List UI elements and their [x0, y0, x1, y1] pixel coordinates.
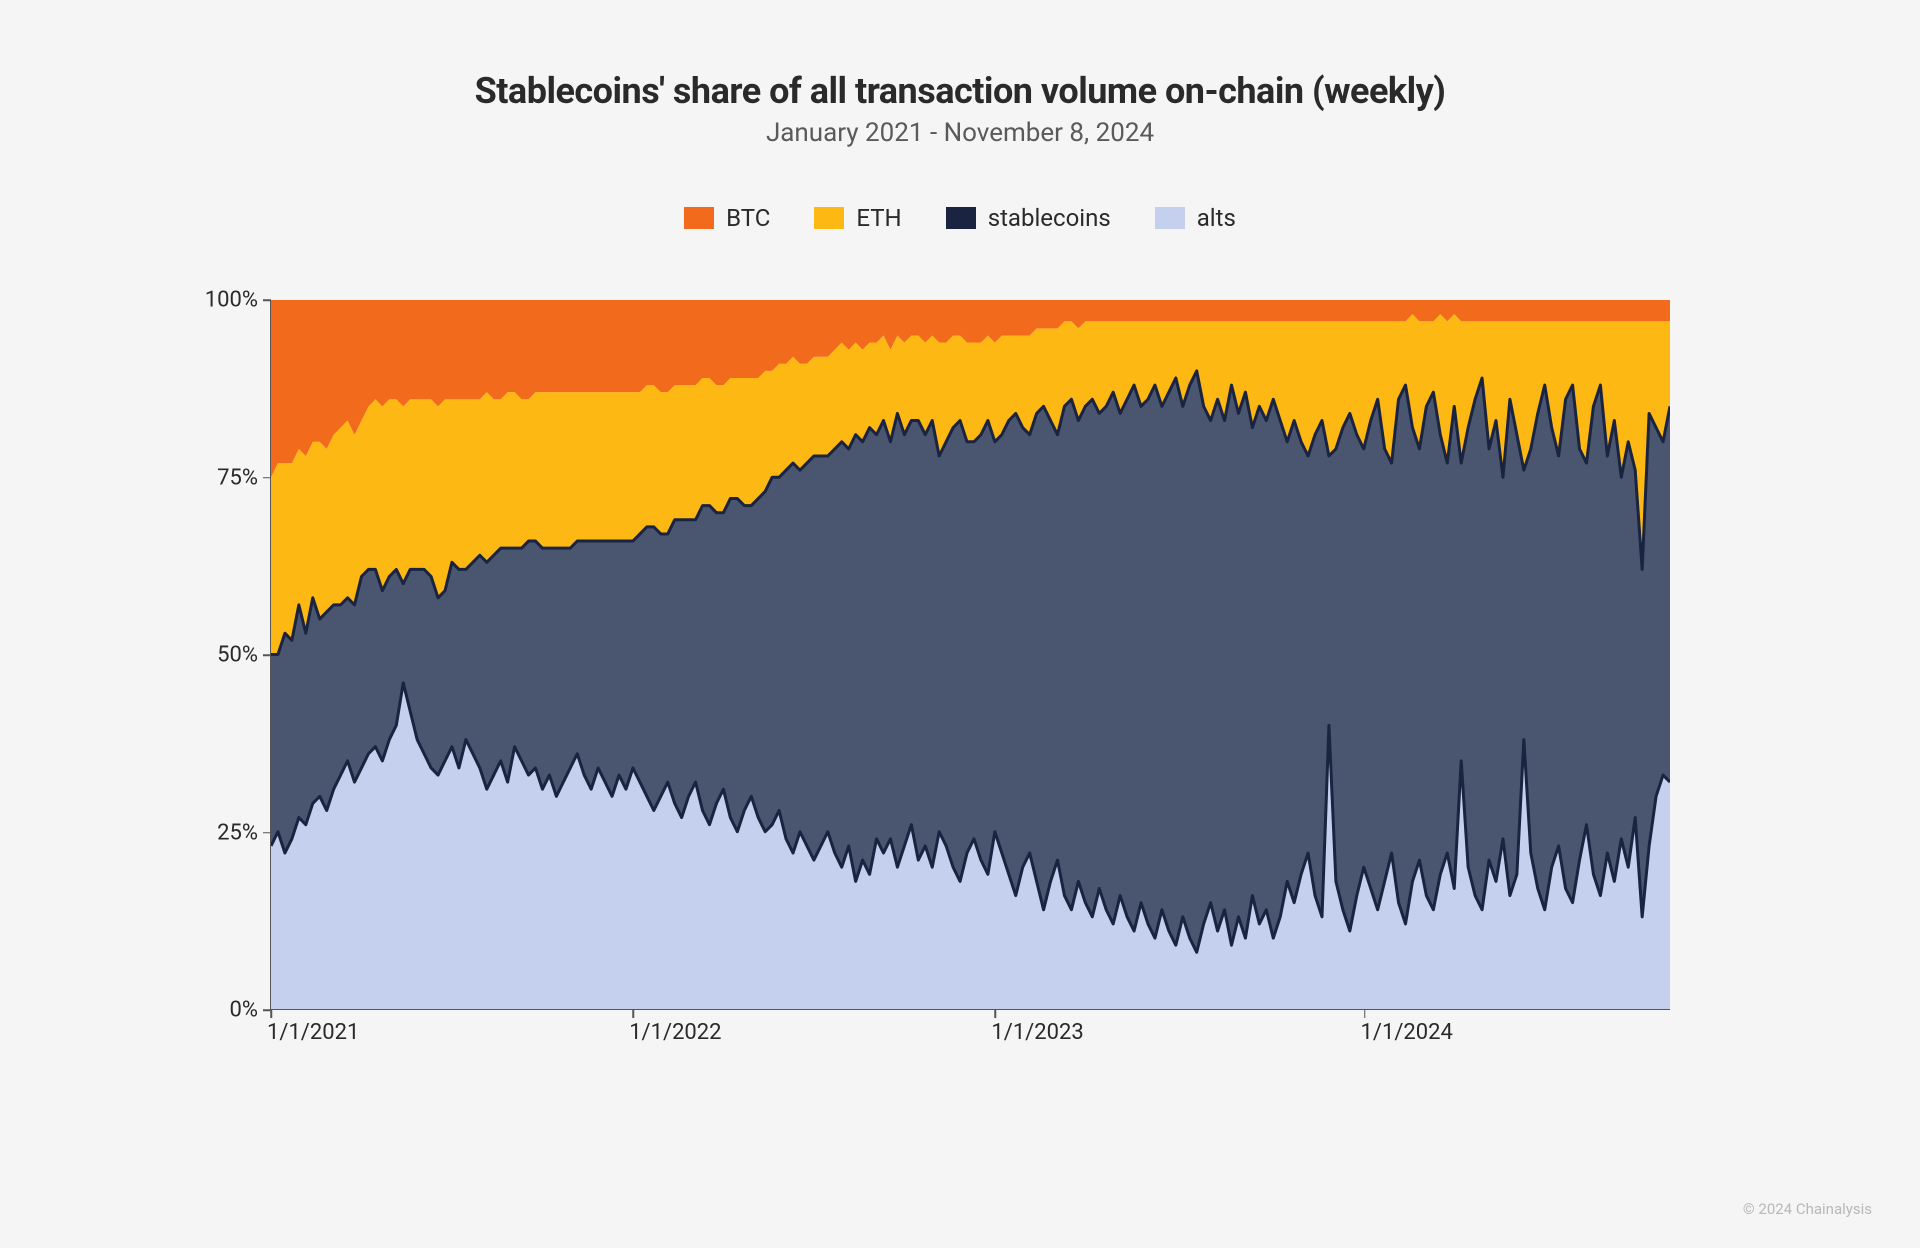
legend-swatch-stablecoins [946, 207, 976, 229]
legend-label-stablecoins: stablecoins [988, 204, 1111, 232]
plot-area: 0%25%50%75%100%1/1/20211/1/20221/1/20231… [270, 300, 1670, 1010]
legend-swatch-eth [814, 207, 844, 229]
x-axis-label: 1/1/2023 [991, 1020, 1083, 1045]
legend-label-btc: BTC [726, 204, 770, 232]
y-axis-tick [263, 299, 271, 301]
x-axis-label: 1/1/2022 [629, 1020, 721, 1045]
y-axis-tick [263, 832, 271, 834]
x-axis-tick [995, 1010, 997, 1018]
legend-swatch-btc [684, 207, 714, 229]
y-axis-label: 100% [205, 288, 258, 313]
x-axis-tick [270, 1010, 272, 1018]
x-axis-label: 1/1/2021 [267, 1020, 359, 1045]
y-axis-tick [263, 477, 271, 479]
legend-item-alts: alts [1155, 204, 1236, 232]
x-axis-label: 1/1/2024 [1361, 1020, 1453, 1045]
legend-label-alts: alts [1197, 204, 1236, 232]
copyright-text: © 2024 Chainalysis [1743, 1200, 1872, 1218]
y-axis-tick [263, 654, 271, 656]
y-axis-label: 50% [217, 643, 258, 668]
plot-svg [271, 300, 1670, 1009]
chart-container: Stablecoins' share of all transaction vo… [0, 0, 1920, 1248]
legend-label-eth: ETH [856, 204, 901, 232]
chart-title: Stablecoins' share of all transaction vo… [0, 70, 1920, 112]
legend-swatch-alts [1155, 207, 1185, 229]
x-axis-tick [632, 1010, 634, 1018]
legend-item-btc: BTC [684, 204, 770, 232]
y-axis-label: 0% [230, 998, 258, 1023]
plot-wrapper: 0%25%50%75%100%1/1/20211/1/20221/1/20231… [270, 300, 1670, 1070]
legend-item-eth: ETH [814, 204, 901, 232]
chart-legend: BTC ETH stablecoins alts [0, 204, 1920, 232]
y-axis-label: 75% [217, 465, 258, 490]
y-axis-label: 25% [217, 820, 258, 845]
legend-item-stablecoins: stablecoins [946, 204, 1111, 232]
chart-subtitle: January 2021 - November 8, 2024 [0, 118, 1920, 148]
x-axis-tick [1364, 1010, 1366, 1018]
